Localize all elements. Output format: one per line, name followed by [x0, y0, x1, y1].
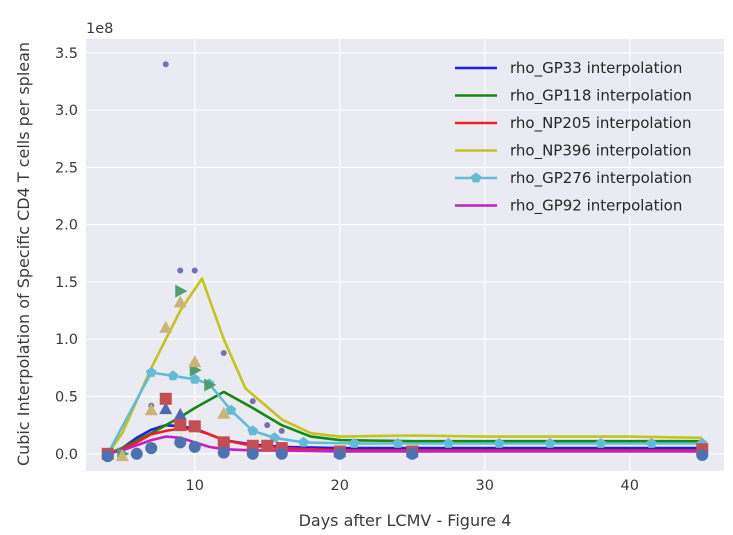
y-tick-label: 2.0: [55, 218, 78, 234]
series-marker-pentagon: [494, 438, 505, 448]
scatter-point-circle: [130, 447, 143, 460]
x-axis-label: Days after LCMV - Figure 4: [299, 511, 512, 530]
scatter-point-circle-small: [278, 427, 285, 434]
scatter-point-circle: [217, 446, 230, 459]
y-tick-label: 1.0: [55, 332, 78, 348]
scatter-point-triangle-up: [159, 320, 173, 333]
legend: rho_GP33 interpolation rho_GP118 interpol…: [455, 59, 692, 216]
scatter-point-circle: [406, 447, 419, 460]
series-marker-pentagon: [189, 373, 200, 384]
series-marker-pentagon: [247, 425, 258, 436]
scatter-point-triangle-right: [175, 284, 188, 298]
scatter-point-circle-small: [177, 267, 184, 274]
y-offset-label: 1e8: [86, 21, 113, 37]
scatter-point-square: [174, 419, 187, 432]
series-marker-pentagon: [349, 438, 360, 448]
scatter-point-square: [188, 420, 201, 433]
scatter-point-circle: [275, 447, 288, 460]
legend-label-5: rho_GP92 interpolation: [510, 197, 682, 216]
scatter-point-circle: [246, 447, 259, 460]
x-tick-label: 40: [621, 478, 639, 494]
scatter-point-triangle-up: [144, 403, 158, 416]
scatter-points: [101, 61, 709, 463]
scatter-point-circle: [145, 442, 158, 455]
y-tick-label: 2.5: [55, 160, 78, 176]
legend-marker-pentagon: [470, 172, 482, 183]
scatter-point-circle: [696, 448, 709, 461]
scatter-point-triangle-up: [115, 449, 129, 462]
series-marker-pentagon: [269, 432, 280, 443]
series-marker-pentagon: [443, 438, 454, 448]
x-tick-label: 20: [331, 478, 349, 494]
scatter-point-circle-small: [162, 61, 169, 68]
y-tick-label: 0.5: [55, 390, 78, 406]
series-line-5: [107, 435, 703, 456]
scatter-point-triangle-up: [173, 295, 187, 308]
series-marker-pentagon: [646, 438, 657, 448]
scatter-point-triangle-right: [204, 378, 217, 392]
y-tick-label: 0.0: [55, 447, 78, 463]
series-marker-pentagon: [544, 438, 556, 448]
series-marker-pentagon: [298, 436, 309, 447]
scatter-point-circle-small: [249, 398, 256, 405]
y-tick-label: 3.0: [55, 103, 78, 119]
scatter-point-triangle-up: [173, 407, 187, 420]
tick-labels: 10 20 30 40 0.0 0.5 1.0 1.5 2.0 2.5 3.0 3.5: [55, 46, 639, 494]
scatter-point-circle-small: [264, 422, 271, 429]
series-line-3: [106, 277, 703, 455]
scatter-point-triangle-up: [188, 355, 202, 368]
x-tick-label: 10: [186, 478, 204, 494]
grid: [86, 39, 724, 471]
series-marker-pentagon: [392, 438, 403, 448]
scatter-point-square: [217, 436, 230, 449]
scatter-point-circle-small: [191, 267, 198, 274]
series-line-1: [107, 390, 703, 456]
plot-background: [86, 39, 724, 471]
series-marker-pentagon: [167, 370, 179, 381]
scatter-point-circle-small: [220, 349, 227, 356]
legend-label-1: rho_GP118 interpolation: [510, 87, 692, 106]
series-marker-pentagon: [595, 438, 606, 448]
legend-label-4: rho_GP276 interpolation: [510, 169, 692, 188]
series-marker-pentagon: [146, 367, 157, 377]
scatter-point-triangle-up: [159, 402, 173, 415]
series-marker-pentagon: [225, 404, 237, 415]
legend-label-2: rho_NP205 interpolation: [510, 114, 692, 133]
y-tick-label: 3.5: [55, 46, 78, 62]
y-axis-label: Cubic Interpolation of Specific CD4 T ce…: [14, 42, 33, 466]
scatter-point-circle: [333, 447, 346, 460]
scatter-point-circle: [188, 440, 201, 453]
scatter-point-square: [159, 392, 172, 405]
legend-label-3: rho_NP396 interpolation: [510, 142, 692, 161]
scatter-point-triangle-up: [217, 406, 231, 419]
scatter-point-square: [261, 439, 274, 452]
legend-label-0: rho_GP33 interpolation: [510, 59, 682, 78]
x-tick-label: 30: [476, 478, 494, 494]
scatter-point-circle: [174, 436, 187, 449]
y-tick-label: 1.5: [55, 275, 78, 291]
scatter-point-circle: [101, 450, 114, 463]
